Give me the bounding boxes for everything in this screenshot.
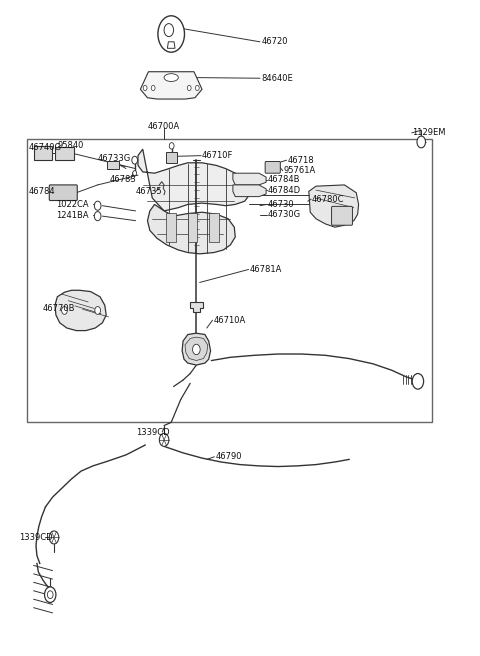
Polygon shape	[182, 333, 211, 365]
Text: 46700A: 46700A	[148, 122, 180, 131]
Bar	[107, 161, 119, 169]
Text: 46710F: 46710F	[202, 151, 233, 160]
Bar	[188, 213, 197, 242]
Ellipse shape	[164, 73, 179, 81]
Polygon shape	[168, 42, 175, 49]
Bar	[167, 213, 176, 242]
Circle shape	[192, 344, 200, 355]
Polygon shape	[309, 185, 359, 227]
Text: 46770B: 46770B	[43, 304, 76, 313]
Text: 1241BA: 1241BA	[56, 211, 88, 220]
Text: 46784: 46784	[29, 187, 56, 196]
Text: 95761A: 95761A	[284, 166, 316, 175]
Text: 95840: 95840	[57, 142, 84, 150]
Polygon shape	[55, 290, 106, 331]
Polygon shape	[140, 72, 202, 99]
Text: 46730G: 46730G	[267, 211, 300, 219]
Circle shape	[95, 306, 100, 314]
Polygon shape	[138, 149, 250, 211]
Text: 46784B: 46784B	[267, 175, 300, 184]
Polygon shape	[233, 185, 266, 197]
Bar	[55, 147, 74, 160]
Text: 46784D: 46784D	[267, 186, 300, 195]
Circle shape	[195, 85, 199, 91]
Text: 46780C: 46780C	[312, 195, 345, 204]
Text: 1129EM: 1129EM	[412, 129, 445, 137]
Circle shape	[412, 373, 424, 389]
FancyBboxPatch shape	[49, 185, 77, 201]
Text: 1339CD: 1339CD	[19, 533, 53, 542]
Circle shape	[49, 531, 59, 544]
Circle shape	[151, 85, 155, 91]
Circle shape	[143, 85, 147, 91]
Polygon shape	[190, 302, 203, 312]
Text: 46720: 46720	[261, 37, 288, 47]
Circle shape	[61, 306, 67, 314]
Bar	[167, 152, 177, 163]
Circle shape	[45, 587, 56, 602]
Circle shape	[95, 212, 101, 220]
Text: 46790: 46790	[216, 452, 242, 461]
Text: 1022CA: 1022CA	[56, 200, 88, 209]
Circle shape	[417, 136, 425, 148]
Text: 46718: 46718	[288, 155, 314, 165]
Text: 46730: 46730	[267, 200, 294, 209]
Bar	[209, 213, 219, 242]
Polygon shape	[147, 205, 235, 254]
Text: 46710A: 46710A	[214, 316, 246, 325]
Circle shape	[164, 24, 174, 37]
Bar	[34, 146, 52, 160]
Text: 84640E: 84640E	[261, 73, 293, 83]
FancyBboxPatch shape	[332, 207, 352, 225]
Polygon shape	[185, 337, 208, 361]
Text: 46735: 46735	[136, 187, 162, 196]
Text: 46740G: 46740G	[29, 142, 62, 152]
Circle shape	[158, 16, 184, 52]
FancyBboxPatch shape	[265, 161, 280, 173]
Circle shape	[169, 142, 174, 149]
Circle shape	[95, 201, 101, 211]
Polygon shape	[233, 173, 266, 185]
Text: 46733G: 46733G	[97, 154, 131, 163]
Circle shape	[187, 85, 191, 91]
Circle shape	[159, 434, 169, 446]
Text: 1339CD: 1339CD	[137, 428, 170, 437]
Text: 46783: 46783	[109, 175, 136, 184]
Circle shape	[48, 591, 53, 598]
Circle shape	[132, 156, 137, 164]
Text: 46781A: 46781A	[250, 265, 282, 274]
Circle shape	[133, 171, 137, 176]
Bar	[26, 139, 432, 422]
